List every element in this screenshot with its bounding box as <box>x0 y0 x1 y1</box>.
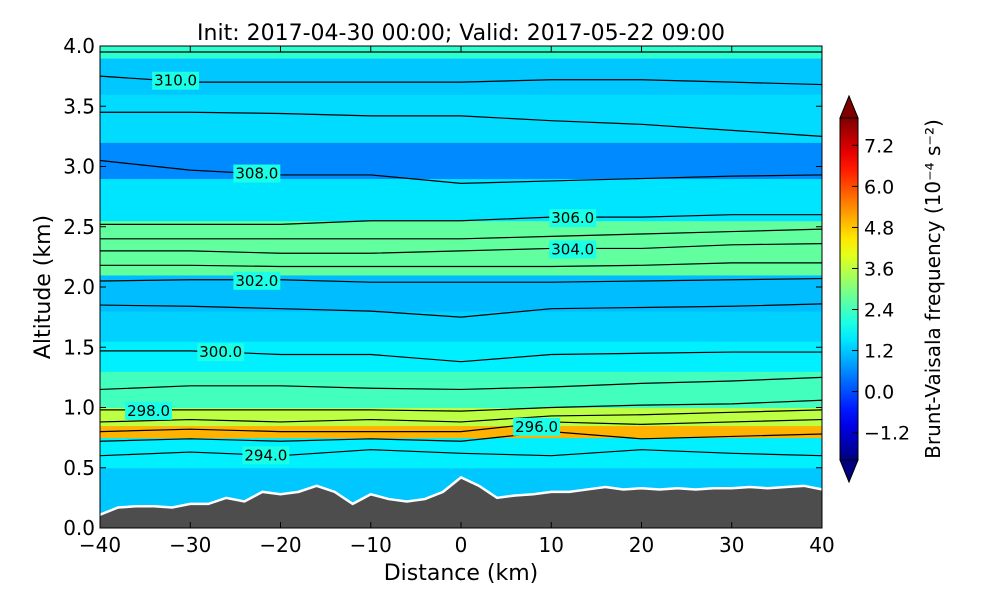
y-tick-label: 1.0 <box>63 396 95 420</box>
y-axis: 0.0 0.5 1.0 1.5 2.0 2.5 3.0 3.5 4.0 <box>63 34 822 540</box>
terrain-mask <box>100 475 822 528</box>
field-band-8 <box>100 178 822 222</box>
contour-label-bg-0 <box>242 446 290 465</box>
contour-label-bg-6 <box>197 343 245 362</box>
field-band-9 <box>100 142 822 180</box>
x-tick-label: −40 <box>79 533 121 557</box>
colorbar-body <box>839 117 859 461</box>
colorbar-tick-label: −1.2 <box>864 423 910 445</box>
colorbar-tick-label: 3.6 <box>864 258 894 280</box>
contour-label-10: 304.0 <box>551 240 594 258</box>
field-band-11 <box>100 58 822 95</box>
contour-line-11 <box>100 228 822 240</box>
contour-label-bg-12 <box>549 209 597 228</box>
terrain-edge <box>100 475 822 516</box>
contour-label-2: 296.0 <box>515 418 558 436</box>
field-band-6 <box>100 274 822 312</box>
x-tick-label: 30 <box>719 533 744 557</box>
x-tick-label: −30 <box>169 533 211 557</box>
contour-label-15: 310.0 <box>154 72 197 90</box>
contour-line-10 <box>100 243 822 254</box>
x-tick-label: −10 <box>350 533 392 557</box>
chart-title: Init: 2017-04-30 00:00; Valid: 2017-05-2… <box>197 21 725 46</box>
y-tick-label: 2.5 <box>63 215 95 239</box>
field-band-7 <box>100 220 822 276</box>
contour-label-4: 298.0 <box>127 402 170 420</box>
colorbar: −1.2 0.0 1.2 2.4 3.6 4.8 6.0 7.2 Brunt-Vaisala … <box>839 94 945 484</box>
brunt-vaisala-field <box>100 46 822 528</box>
colorbar-tick-label: 2.4 <box>864 300 894 322</box>
contour-label-8: 302.0 <box>235 272 278 290</box>
y-axis-label: Altitude (km) <box>31 215 56 359</box>
colorbar-tick-label: 4.8 <box>864 217 894 239</box>
x-tick-label: 0 <box>455 533 468 557</box>
plot-area <box>100 46 822 528</box>
x-tick-label: 20 <box>629 533 654 557</box>
x-tick-label: −20 <box>259 533 301 557</box>
contour-line-1 <box>100 430 822 442</box>
contour-labels: 294.0 296.0 298.0 300.0 302.0 304.0 306.0 308.0… <box>125 71 597 465</box>
contour-line-8 <box>100 277 822 283</box>
y-tick-label: 0.0 <box>63 516 95 540</box>
contour-line-12 <box>100 214 822 225</box>
colorbar-extend-bottom <box>839 459 859 484</box>
terrain-fill <box>100 477 822 528</box>
contour-line-0 <box>100 449 822 457</box>
y-tick-label: 4.0 <box>63 34 95 58</box>
colorbar-ticks: −1.2 0.0 1.2 2.4 3.6 4.8 6.0 7.2 <box>852 135 910 445</box>
contour-label-12: 306.0 <box>551 209 594 227</box>
colorbar-tick-label: 6.0 <box>864 176 894 198</box>
x-tick-label: 40 <box>809 533 834 557</box>
colorbar-extend-top <box>839 94 859 119</box>
contour-line-15 <box>100 75 822 86</box>
contour-label-bg-2 <box>513 417 561 436</box>
contour-label-bg-8 <box>233 271 281 290</box>
contour-line-2 <box>100 418 822 433</box>
y-tick-label: 2.0 <box>63 275 95 299</box>
contour-label-6: 300.0 <box>199 343 242 361</box>
y-tick-label: 1.5 <box>63 335 95 359</box>
contour-label-13: 308.0 <box>235 165 278 183</box>
contour-line-4 <box>100 399 822 412</box>
x-axis: −40 −30 −20 −10 0 10 20 30 40 <box>79 46 835 557</box>
contour-line-5 <box>100 376 822 391</box>
contour-line-14 <box>100 111 822 137</box>
contour-label-bg-4 <box>125 401 173 420</box>
contour-line-9 <box>100 262 822 268</box>
contour-label-0: 294.0 <box>244 446 287 464</box>
contour-label-bg-15 <box>152 71 200 90</box>
field-band-5 <box>100 311 822 342</box>
theta-contours <box>100 51 822 457</box>
x-axis-label: Distance (km) <box>384 561 539 586</box>
colorbar-tick-label: 1.2 <box>864 341 894 363</box>
y-tick-label: 3.0 <box>63 155 95 179</box>
contour-label-bg-10 <box>549 240 597 259</box>
contour-line-3 <box>100 409 822 423</box>
colorbar-label: Brunt-Vaisala frequency (10⁻⁴ s⁻²) <box>921 119 945 459</box>
colorbar-tick-label: 7.2 <box>864 135 894 157</box>
field-band-10 <box>100 94 822 143</box>
x-tick-label: 10 <box>539 533 564 557</box>
colorbar-tick-label: 0.0 <box>864 382 894 404</box>
y-tick-label: 3.5 <box>63 94 95 118</box>
contour-line-7 <box>100 303 822 318</box>
y-tick-label: 0.5 <box>63 456 95 480</box>
contour-line-13 <box>100 159 822 184</box>
contour-label-bg-13 <box>233 164 281 183</box>
